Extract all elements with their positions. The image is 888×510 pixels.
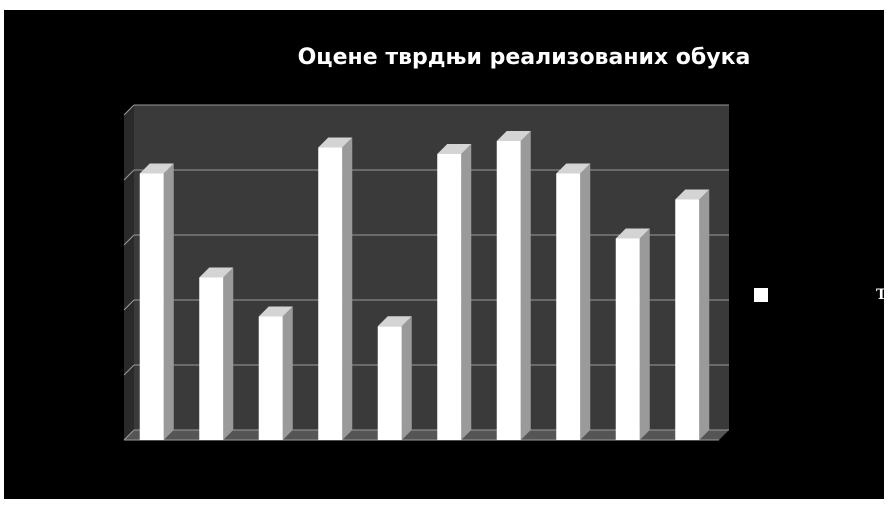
bar [615, 228, 650, 440]
bar-side [163, 163, 174, 440]
bar-side [699, 189, 710, 440]
bar [318, 137, 353, 440]
bar [437, 144, 472, 440]
bar-side [223, 267, 234, 440]
bar-top [318, 137, 353, 148]
chart-title: Оцене тврдњи реализованих обука [297, 45, 751, 70]
legend-swatch [754, 288, 768, 302]
bar [377, 316, 412, 440]
bar-front [556, 173, 581, 440]
bar-side [342, 137, 353, 440]
bar-front [377, 326, 402, 440]
bar-front [139, 173, 164, 440]
chart-area: Оцене тврдњи реализованих обука Т [4, 10, 884, 499]
bar-top [377, 316, 412, 327]
bar-front [318, 147, 343, 440]
bar-front [437, 154, 462, 440]
gridline-depth [123, 234, 135, 246]
bar-side [580, 163, 591, 440]
bar-front [199, 277, 224, 440]
bar-top [199, 267, 234, 278]
gridline-depth [123, 429, 135, 441]
bar-front [496, 141, 521, 440]
bar-side [520, 131, 531, 440]
bar-side [282, 306, 293, 440]
bar-front [615, 238, 640, 440]
gridline-depth [123, 364, 135, 376]
bar [139, 163, 174, 440]
bar-top [258, 306, 293, 317]
bar-top [556, 163, 591, 174]
bar-side [639, 228, 650, 440]
gridline-depth [123, 299, 135, 311]
plot-side-wall [124, 105, 134, 440]
gridline-depth [123, 104, 135, 116]
bar [258, 306, 293, 440]
bar-top [675, 189, 710, 200]
bar [556, 163, 591, 440]
bar-top [437, 144, 472, 154]
bar-top [139, 163, 174, 174]
bar-front [258, 316, 283, 440]
chart-plot [123, 104, 729, 441]
legend-label: Т [876, 287, 884, 303]
gridline-depth [123, 169, 135, 181]
bar [199, 267, 234, 440]
bar [496, 131, 531, 440]
bar-top [615, 228, 650, 239]
bar [675, 189, 710, 440]
bar-side [461, 144, 472, 440]
bar-top [496, 131, 531, 141]
bar-front [675, 199, 700, 440]
bar-side [401, 316, 412, 440]
